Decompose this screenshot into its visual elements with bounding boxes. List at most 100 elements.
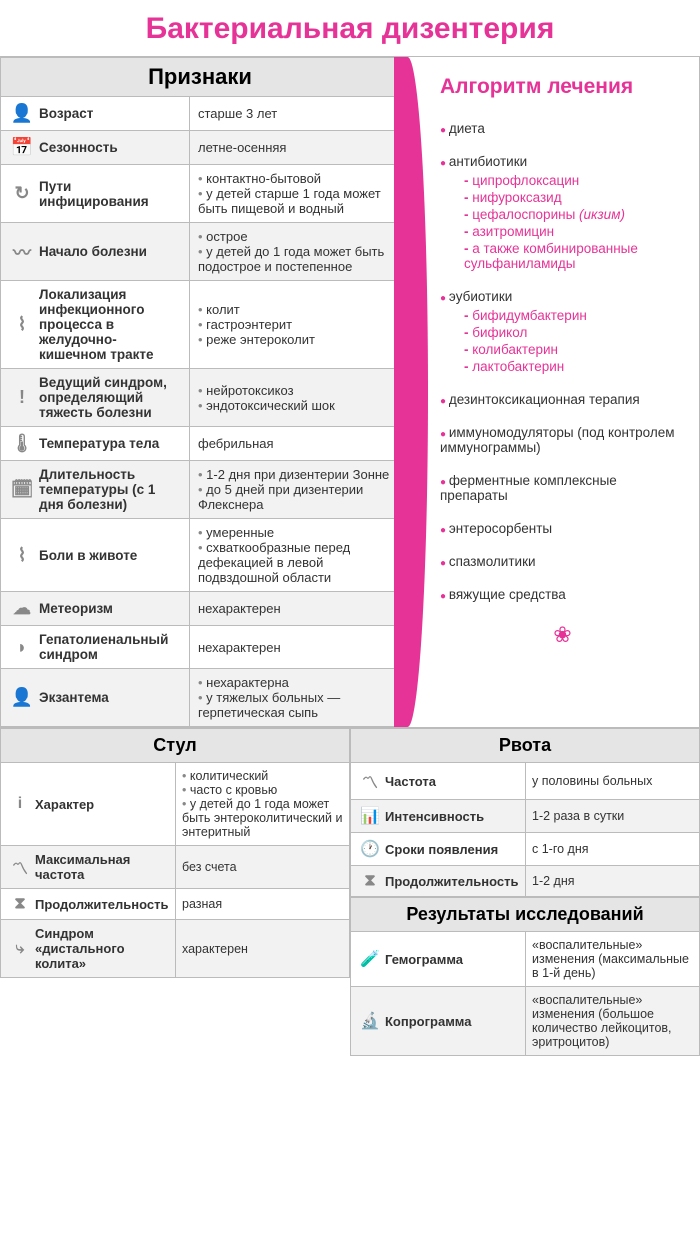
row-label: iХарактер: [0, 763, 176, 845]
row-value: 1-2 раза в сутки: [526, 800, 700, 832]
table-row: ⌇Боли в животеумеренныесхваткообразные п…: [0, 519, 400, 592]
vomit-header: Рвота: [350, 728, 700, 763]
algo-item: антибиотикиципрофлоксациннифуроксазидцеф…: [440, 154, 685, 271]
algo-subitem: колибактерин: [464, 342, 685, 357]
row-label-text: Продолжительность: [35, 897, 168, 912]
algo-item: эубиотикибифидумбактеринбификолколибакте…: [440, 289, 685, 374]
row-icon: 📊: [359, 806, 381, 826]
row-label-text: Возраст: [39, 106, 93, 121]
row-icon: ⧗: [359, 872, 381, 890]
row-label-text: Локализация инфекционного процесса в жел…: [39, 287, 183, 362]
row-label: ⌇Боли в животе: [0, 519, 190, 591]
table-row: 🧪 Гемограмма «воспалительные» изменения (м…: [350, 932, 700, 987]
row-icon: 👤: [9, 103, 35, 124]
algo-item: ферментные комплексные препараты: [440, 473, 685, 503]
row-label-text: Сроки появления: [385, 842, 498, 857]
row-icon: 👤: [9, 687, 35, 708]
row-icon: !: [9, 387, 35, 408]
algo-subitem: бификол: [464, 325, 685, 340]
row-label: 〽Частота: [350, 763, 526, 799]
row-value: без счета: [176, 846, 350, 888]
row-value: старше 3 лет: [190, 97, 400, 130]
algo-item: спазмолитики: [440, 554, 685, 569]
table-row: ⧗ Продолжительность разная: [0, 889, 350, 920]
row-label-text: Экзантема: [39, 690, 109, 705]
row-value: нейротоксикозэндотоксический шок: [190, 369, 400, 426]
row-label-text: Синдром «дистального колита»: [35, 926, 169, 971]
row-value: остроеу детей до 1 года может быть подос…: [190, 223, 400, 280]
algo-item: энтеросорбенты: [440, 521, 685, 536]
row-value: летне-осенняя: [190, 131, 400, 164]
table-row: 👤 Возраст старше 3 лет: [0, 97, 400, 131]
algo-subitem: нифуроксазид: [464, 190, 685, 205]
top-grid: Признаки 👤Возрастстарше 3 лет📅Сезонность…: [0, 56, 700, 727]
row-value: характерен: [176, 920, 350, 977]
table-row: 〽Максимальная частотабез счета: [0, 846, 350, 889]
row-value: нехарактернау тяжелых больных — герпетич…: [190, 669, 400, 726]
stool-header: Стул: [0, 728, 350, 763]
row-value: контактно-бытовойу детей старше 1 года м…: [190, 165, 400, 222]
table-row: 👤 Экзантема нехарактернау тяжелых больных …: [0, 669, 400, 727]
row-label-text: Характер: [35, 797, 94, 812]
row-label: !Ведущий синдром, определяющий тяжесть б…: [0, 369, 190, 426]
row-label: ◗Гепатолиенальный синдром: [0, 626, 190, 668]
row-icon: 🗓: [9, 479, 35, 500]
row-label: ↻Пути инфицирования: [0, 165, 190, 222]
algo-subitem: а также комбинированные сульфаниламиды: [464, 241, 685, 271]
row-value: «воспалительные» изменения (максимальные…: [526, 932, 700, 986]
results-header: Результаты исследований: [350, 897, 700, 932]
row-icon: ◗: [9, 637, 35, 658]
table-row: ☁Метеоризмнехарактерен: [0, 592, 400, 626]
algo-item: иммуномодуляторы (под контролем иммуногр…: [440, 425, 685, 455]
row-icon: 〰: [9, 239, 35, 265]
row-label: 🔬Копрограмма: [350, 987, 526, 1055]
row-label-text: Длительность температуры (с 1 дня болезн…: [39, 467, 183, 512]
table-row: 🔬Копрограмма«воспалительные» изменения (…: [350, 987, 700, 1056]
logo-icon: ❀: [440, 622, 685, 648]
row-label: 〰Начало болезни: [0, 223, 190, 280]
row-label-text: Пути инфицирования: [39, 179, 183, 209]
row-icon: ↻: [9, 183, 35, 204]
row-label-text: Частота: [385, 774, 436, 789]
signs-header: Признаки: [0, 57, 400, 97]
table-row: ⧗Продолжительность1-2 дня: [350, 866, 700, 897]
row-value: с 1-го дня: [526, 833, 700, 865]
row-value: нехарактерен: [190, 592, 400, 625]
algorithm-title: Алгоритм лечения: [440, 75, 685, 99]
row-value: разная: [176, 889, 350, 919]
row-icon: ⤷: [9, 940, 31, 958]
row-label-text: Сезонность: [39, 140, 118, 155]
table-row: ⌇Локализация инфекционного процесса в же…: [0, 281, 400, 369]
algorithm-column: Алгоритм лечения диета антибиотикиципрофл…: [400, 57, 700, 727]
table-row: ◗Гепатолиенальный синдромнехарактерен: [0, 626, 400, 669]
row-label: ⌇Локализация инфекционного процесса в же…: [0, 281, 190, 368]
page-title: Бактериальная дизентерия: [0, 0, 700, 56]
row-label: ☁Метеоризм: [0, 592, 190, 625]
row-label: 📊Интенсивность: [350, 800, 526, 832]
row-value: умеренныесхваткообразные перед дефекацие…: [190, 519, 400, 591]
algo-subitem: лактобактерин: [464, 359, 685, 374]
row-label-text: Гепатолиенальный синдром: [39, 632, 183, 662]
row-value: у половины больных: [526, 763, 700, 799]
algo-subitem: бифидумбактерин: [464, 308, 685, 323]
row-label-text: Максимальная частота: [35, 852, 169, 882]
table-row: !Ведущий синдром, определяющий тяжесть б…: [0, 369, 400, 427]
row-icon: 🧪: [359, 949, 381, 969]
row-icon: 🕐: [359, 839, 381, 859]
row-label: 🕐 Сроки появления: [350, 833, 526, 865]
row-value: нехарактерен: [190, 626, 400, 668]
row-value: колитическийчасто с кровьюу детей до 1 г…: [176, 763, 350, 845]
row-value: 1-2 дня при дизентерии Зоннедо 5 дней пр…: [190, 461, 400, 518]
row-value: фебрильная: [190, 427, 400, 460]
table-row: 〰Начало болезниостроеу детей до 1 года м…: [0, 223, 400, 281]
table-row: 🕐 Сроки появления с 1-го дня: [350, 833, 700, 866]
row-value: «воспалительные» изменения (большое коли…: [526, 987, 700, 1055]
row-icon: 🔬: [359, 1011, 381, 1031]
row-icon: ⧗: [9, 895, 31, 913]
row-label-text: Гемограмма: [385, 952, 463, 967]
row-label-text: Температура тела: [39, 436, 159, 451]
table-row: 〽Частотау половины больных: [350, 763, 700, 800]
algo-item: диета: [440, 121, 685, 136]
bottom-grid: Стул iХарактерколитическийчасто с кровью…: [0, 727, 700, 1056]
row-value: 1-2 дня: [526, 866, 700, 896]
